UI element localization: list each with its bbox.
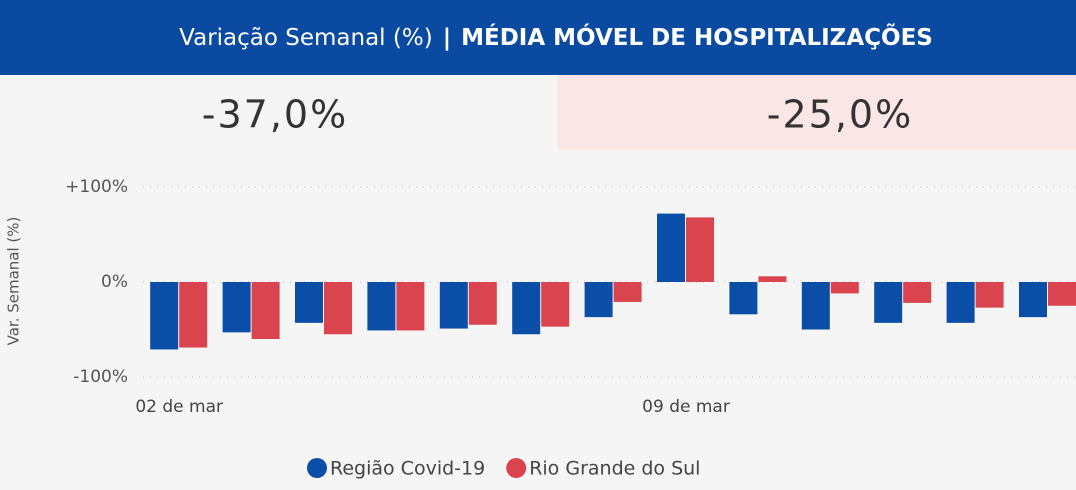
header-title: Variação Semanal (%) — [179, 25, 433, 51]
bar — [324, 282, 352, 335]
bar — [729, 282, 758, 315]
bar — [222, 282, 251, 333]
bar — [903, 282, 932, 303]
bar — [439, 282, 468, 329]
legend-label: Rio Grande do Sul — [529, 458, 700, 480]
y-axis-label: Var. Semanal (%) — [5, 217, 23, 346]
bar — [150, 282, 179, 350]
bar — [1019, 282, 1047, 318]
y-tick-label: 0% — [101, 272, 128, 292]
kpi-value: -37,0% — [202, 93, 348, 137]
bar — [975, 282, 1004, 308]
bar — [613, 282, 642, 302]
bar — [758, 276, 787, 282]
legend-label: Região Covid-19 — [330, 458, 485, 480]
bar — [946, 282, 975, 323]
kpi-card — [558, 75, 1076, 150]
bar — [512, 282, 541, 335]
bar — [657, 213, 685, 282]
bar — [396, 282, 425, 331]
bar — [874, 282, 903, 323]
header-subtitle: MÉDIA MÓVEL DE HOSPITALIZAÇÕES — [461, 23, 933, 51]
bar — [295, 282, 323, 323]
bar — [686, 217, 714, 282]
header-separator: | — [443, 25, 451, 51]
kpi-value: -25,0% — [767, 93, 913, 137]
bar — [830, 282, 859, 294]
header-bar — [0, 0, 1076, 75]
header: Variação Semanal (%) | MÉDIA MÓVEL DE HOSP… — [179, 23, 933, 51]
bar — [1048, 282, 1076, 306]
legend-marker — [307, 458, 327, 478]
x-tick-label: 09 de mar — [642, 397, 730, 417]
y-tick-label: -100% — [73, 367, 128, 387]
bar — [468, 282, 497, 325]
bar — [584, 282, 613, 318]
bar — [179, 282, 208, 348]
bar — [541, 282, 570, 327]
y-tick-label: +100% — [65, 177, 128, 197]
bar — [251, 282, 280, 339]
bar — [367, 282, 396, 331]
x-tick-label: 02 de mar — [135, 397, 223, 417]
bar — [801, 282, 830, 330]
legend-marker — [506, 458, 527, 478]
